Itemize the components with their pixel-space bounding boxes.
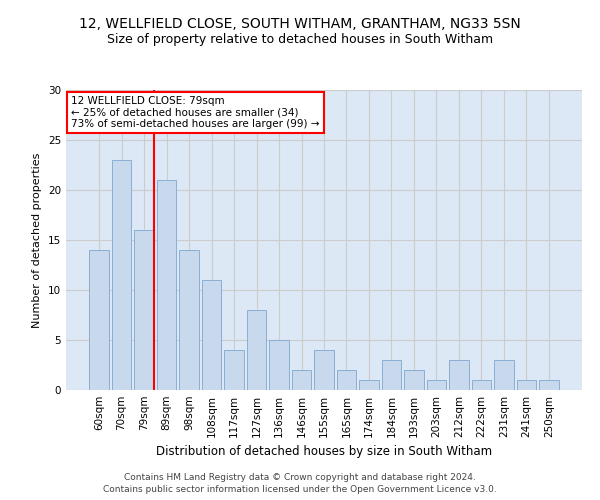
Bar — [134, 230, 154, 390]
Bar — [292, 370, 311, 390]
Bar — [517, 380, 536, 390]
Bar — [179, 250, 199, 390]
Bar — [404, 370, 424, 390]
Text: Size of property relative to detached houses in South Witham: Size of property relative to detached ho… — [107, 32, 493, 46]
Bar — [314, 350, 334, 390]
X-axis label: Distribution of detached houses by size in South Witham: Distribution of detached houses by size … — [156, 446, 492, 458]
Bar — [89, 250, 109, 390]
Text: 12 WELLFIELD CLOSE: 79sqm
← 25% of detached houses are smaller (34)
73% of semi-: 12 WELLFIELD CLOSE: 79sqm ← 25% of detac… — [71, 96, 320, 129]
Bar — [359, 380, 379, 390]
Bar — [382, 360, 401, 390]
Bar — [157, 180, 176, 390]
Bar — [112, 160, 131, 390]
Bar — [494, 360, 514, 390]
Bar — [247, 310, 266, 390]
Bar — [472, 380, 491, 390]
Bar — [427, 380, 446, 390]
Bar — [269, 340, 289, 390]
Text: 12, WELLFIELD CLOSE, SOUTH WITHAM, GRANTHAM, NG33 5SN: 12, WELLFIELD CLOSE, SOUTH WITHAM, GRANT… — [79, 18, 521, 32]
Bar — [337, 370, 356, 390]
Bar — [449, 360, 469, 390]
Text: Contains public sector information licensed under the Open Government Licence v3: Contains public sector information licen… — [103, 485, 497, 494]
Y-axis label: Number of detached properties: Number of detached properties — [32, 152, 43, 328]
Bar — [539, 380, 559, 390]
Bar — [224, 350, 244, 390]
Text: Contains HM Land Registry data © Crown copyright and database right 2024.: Contains HM Land Registry data © Crown c… — [124, 472, 476, 482]
Bar — [202, 280, 221, 390]
